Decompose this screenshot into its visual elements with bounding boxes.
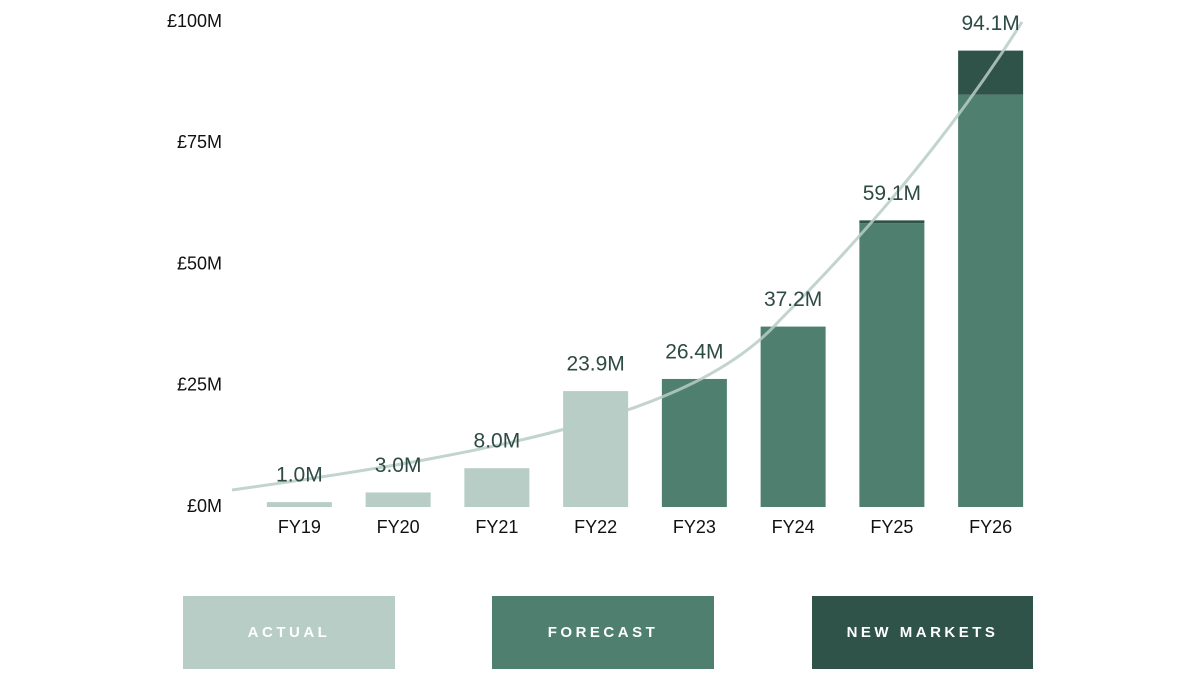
bar-segment (859, 220, 925, 224)
plot-area (266, 50, 1024, 507)
x-tick-label: FY23 (673, 517, 716, 537)
total-label: 8.0M (474, 430, 521, 453)
total-label: 1.0M (276, 464, 323, 487)
total-label: 26.4M (665, 341, 723, 364)
bar-segment (760, 326, 826, 507)
x-tick-label: FY26 (969, 517, 1012, 537)
bar-segment (958, 50, 1024, 95)
x-tick-label: FY22 (574, 517, 617, 537)
total-label: 37.2M (764, 288, 822, 311)
total-label: 59.1M (863, 182, 921, 205)
bar-segment (661, 378, 727, 507)
legend-swatch (812, 596, 1033, 669)
x-tick-label: FY19 (278, 517, 321, 537)
bar-segment (958, 94, 1024, 507)
y-tick-label: £0M (187, 496, 222, 516)
bar-segment (563, 391, 629, 507)
bar-segment (266, 502, 332, 507)
total-label: 94.1M (961, 12, 1019, 35)
bar-segment (365, 492, 431, 507)
x-tick-label: FY20 (377, 517, 420, 537)
legend-swatch (183, 596, 395, 669)
bar-segment (464, 468, 530, 507)
y-tick-label: £100M (167, 11, 222, 31)
x-tick-label: FY25 (870, 517, 913, 537)
bar-segment (859, 223, 925, 507)
x-tick-label: FY21 (475, 517, 518, 537)
legend-label: FORECAST (548, 624, 659, 641)
total-label: 23.9M (566, 353, 624, 376)
y-tick-label: £50M (177, 253, 222, 273)
legend-label: NEW MARKETS (847, 624, 999, 641)
y-tick-label: £75M (177, 132, 222, 152)
x-tick-label: FY24 (772, 517, 815, 537)
total-label: 3.0M (375, 454, 422, 477)
legend-label: ACTUAL (248, 624, 331, 641)
trend-curve (231, 21, 1024, 492)
y-tick-label: £25M (177, 375, 222, 395)
legend-swatch (492, 596, 714, 669)
